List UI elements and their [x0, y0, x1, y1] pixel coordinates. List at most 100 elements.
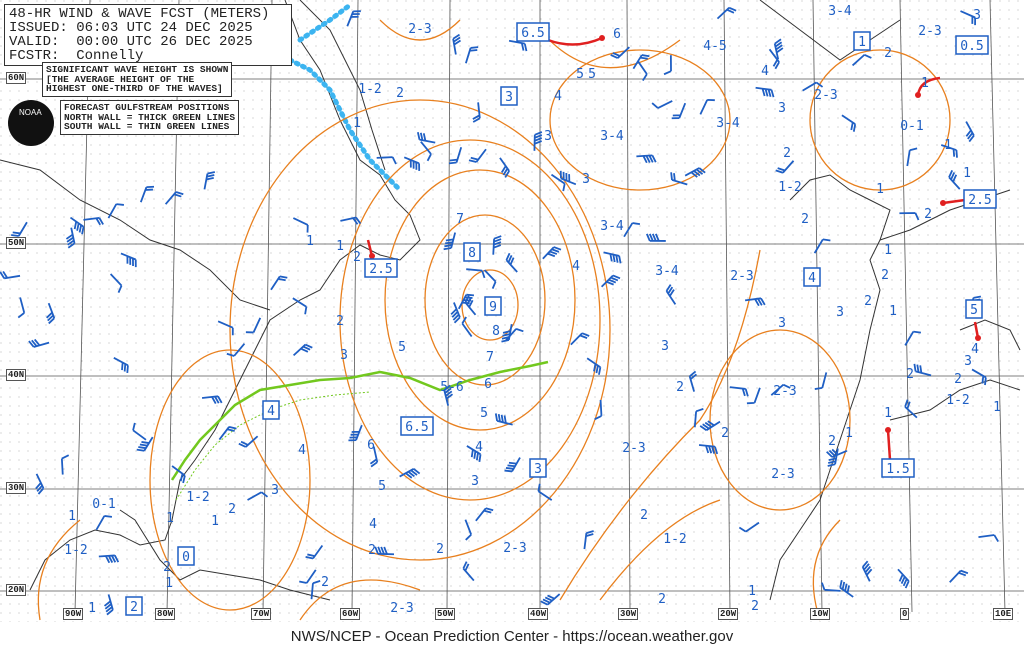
boxed-wave-height-value: 4	[267, 404, 275, 419]
wind-barb	[416, 132, 436, 144]
wind-barb-shape	[452, 33, 462, 55]
boxed-wave-height	[125, 596, 143, 616]
wind-barb-shape	[98, 554, 120, 564]
wave-height-label: 1	[211, 514, 219, 529]
wave-height-label: 1	[993, 400, 1001, 415]
wave-height-label: 2-3	[771, 467, 794, 482]
wind-barb-shape	[637, 60, 648, 82]
boxed-wave-height-value: 1	[858, 35, 866, 50]
footer-credit[interactable]: NWS/NCEP - Ocean Prediction Center - htt…	[290, 628, 734, 645]
wind-barb-shape	[768, 48, 780, 70]
wave-height-label: 1	[336, 239, 344, 254]
wind-barb	[171, 465, 186, 484]
wind-barb-shape	[699, 420, 721, 431]
wind-barb	[559, 170, 577, 186]
coastline	[119, 509, 331, 601]
wind-barb	[755, 86, 775, 98]
wave-height-contour	[599, 499, 721, 601]
wave-height-label: 0-1	[92, 497, 115, 512]
wave-height-label: 2	[640, 508, 648, 523]
note-line: SOUTH WALL = THIN GREEN LINES	[64, 121, 230, 132]
wind-barb	[420, 141, 432, 162]
note-line: FORECAST GULFSTREAM POSITIONS	[64, 102, 230, 113]
boxed-wave-height-value: 6.5	[405, 420, 428, 435]
wind-barb-shape	[665, 284, 677, 305]
wind-barb-shape	[600, 274, 621, 288]
wind-barb-shape	[583, 530, 594, 550]
wind-barb	[472, 102, 481, 123]
longitude-label: 20W	[718, 608, 739, 620]
wave-height-contour	[559, 249, 761, 601]
wind-barb	[107, 203, 124, 219]
wind-barb	[35, 473, 45, 495]
wave-height-label: 5	[378, 479, 386, 494]
wind-barb	[403, 156, 421, 171]
wave-height-label: 4	[554, 89, 562, 104]
wind-barb-shape	[374, 546, 395, 556]
wind-barb-shape	[494, 413, 513, 426]
wind-barb	[861, 560, 873, 582]
wave-height-label: 3	[340, 348, 348, 363]
wave-height-label: 3	[836, 305, 844, 320]
wind-barb-shape	[443, 384, 454, 406]
wave-height-label: 6	[367, 438, 375, 453]
boxed-wave-height	[881, 458, 915, 478]
wind-barb	[139, 185, 155, 203]
wind-barb-shape	[466, 445, 482, 462]
longitude-line	[626, 0, 631, 613]
wind-barb-shape	[109, 273, 123, 293]
wind-barb-shape	[505, 252, 518, 273]
wind-barb-shape	[773, 38, 784, 60]
coastline	[0, 159, 271, 311]
wind-barb-shape	[504, 457, 521, 473]
wind-barb-shape	[508, 39, 528, 52]
wind-barb	[586, 357, 602, 375]
wind-barb	[504, 457, 521, 473]
wind-barb	[960, 10, 977, 26]
boxed-wave-height-value: 8	[468, 246, 476, 261]
wave-height-contour	[339, 139, 601, 501]
wind-barb	[369, 446, 379, 468]
arrow-head-icon	[885, 427, 891, 433]
wind-barb	[770, 383, 791, 396]
note-line: NORTH WALL = THICK GREEN LINES	[64, 111, 236, 123]
wind-barb	[305, 545, 324, 560]
issued-time: ISSUED: 06:03 UTC 24 DEC 2025	[9, 20, 253, 36]
wind-barb-shape	[899, 212, 920, 221]
note-line: HIGHEST ONE-THIRD OF THE WAVES]	[46, 83, 223, 94]
longitude-label: 80W	[155, 608, 176, 620]
wave-height-label: 3	[778, 101, 786, 116]
wind-barb-shape	[684, 167, 706, 178]
wind-barb-shape	[492, 235, 502, 255]
wind-barb	[310, 580, 321, 600]
latitude-label: 30N	[6, 482, 27, 494]
wind-barb	[346, 10, 361, 27]
wind-barb-shape	[83, 216, 104, 226]
arrow-head-icon	[369, 253, 375, 259]
wind-barb-shape	[226, 343, 246, 357]
wind-barb	[897, 568, 910, 589]
wind-barb	[693, 408, 704, 428]
wind-barb-shape	[464, 519, 473, 541]
wind-barb	[904, 399, 918, 419]
wind-barb-shape	[841, 114, 857, 132]
boxed-wave-height-value: 0.5	[960, 39, 983, 54]
wave-height-label: 4	[298, 443, 306, 458]
wind-barb	[462, 561, 475, 582]
storm-track-arrow	[942, 198, 966, 205]
wind-barb	[103, 594, 114, 616]
wind-barb	[636, 154, 657, 164]
wind-barb-shape	[755, 86, 775, 98]
wind-barb	[464, 519, 473, 541]
wave-height-label: 5	[398, 340, 406, 355]
wave-height-label: 1	[944, 138, 952, 153]
valid-time: VALID: 00:00 UTC 26 DEC 2025	[9, 34, 253, 50]
wind-barb	[203, 171, 216, 190]
wave-height-label: 2	[676, 380, 684, 395]
wind-barb	[292, 297, 308, 315]
wind-barb-shape	[738, 521, 760, 533]
wind-barb-shape	[171, 465, 186, 484]
wind-barb	[851, 53, 872, 67]
wind-barb-shape	[897, 568, 910, 589]
wind-barb-shape	[550, 173, 566, 192]
